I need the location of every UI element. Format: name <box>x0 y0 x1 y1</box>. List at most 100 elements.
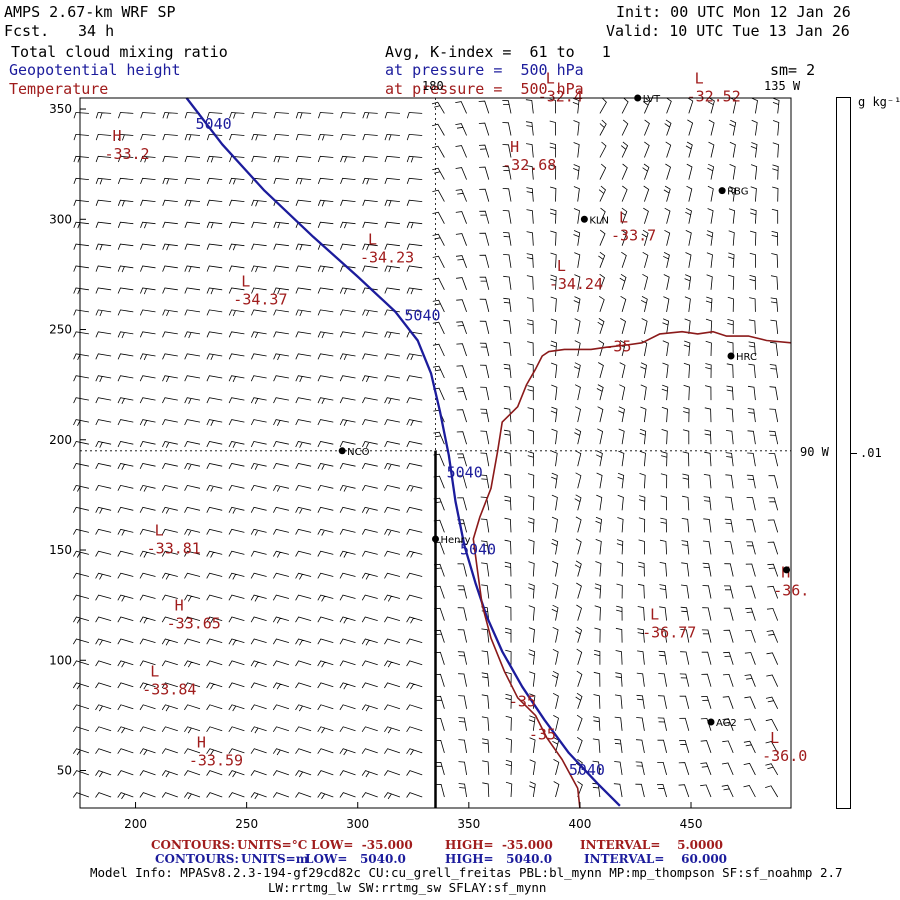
marker-letter: L <box>650 605 659 623</box>
marker-letter: L <box>241 272 250 290</box>
low-marker: L-34.37 <box>233 272 287 308</box>
station-label: RBG <box>727 187 748 198</box>
temp-contour-units: UNITS=°C <box>237 838 308 852</box>
model-title: AMPS 2.67-km WRF SP <box>4 3 176 21</box>
station-ag2: AG2 <box>707 718 737 729</box>
x-tick-label: 300 <box>346 817 369 831</box>
marker-letter: L <box>695 70 704 88</box>
temperature-contour-label: -35 <box>529 726 556 744</box>
marker-letter: H <box>197 733 206 751</box>
pressure-level-temperature: at pressure = 500 hPa <box>385 80 584 98</box>
station-label: KLN <box>589 215 609 226</box>
colorbar-tick-mark <box>850 453 857 454</box>
station-lvt: LVT <box>634 94 661 105</box>
init-time: Init: 00 UTC Mon 12 Jan 26 <box>616 3 851 21</box>
lon-label-90w: 90 W <box>800 445 829 459</box>
pressure-level-height: at pressure = 500 hPa <box>385 61 584 79</box>
station-dot <box>432 535 439 543</box>
colorbar-unit: g kg⁻¹ <box>858 95 900 109</box>
y-tick-label: 150 <box>49 543 72 557</box>
low-marker: L-36.0 <box>762 729 807 765</box>
marker-value: -32.52 <box>687 88 741 106</box>
low-marker: L-32.52 <box>687 70 741 106</box>
smoothing-value: sm= 2 <box>770 61 816 79</box>
marker-letter: L <box>557 257 566 275</box>
low-marker: L-33.7 <box>611 209 656 245</box>
y-tick-label: 100 <box>49 653 72 667</box>
plot-frame <box>79 97 792 809</box>
marker-value: -33.2 <box>104 145 149 163</box>
y-tick-label: 50 <box>57 764 72 778</box>
low-marker: L-36.77 <box>642 605 696 641</box>
station-nco: NCO <box>338 447 370 458</box>
height-contour-units: UNITS=m <box>241 852 309 866</box>
temp-contour-high: HIGH= -35.000 <box>445 838 553 852</box>
station-henry: Henry <box>432 535 471 546</box>
marker-value: -34.37 <box>233 290 287 308</box>
avg-k-index: Avg, K-index = 61 to 1 <box>385 43 611 61</box>
station-rbg: RBG <box>718 187 749 198</box>
forecast-hour: 34 h <box>78 22 115 40</box>
temp-contour-low: LOW= -35.000 <box>311 838 413 852</box>
marker-letter: L <box>155 522 164 540</box>
wind-barb-field <box>72 97 780 800</box>
low-marker: L-34.23 <box>360 231 414 267</box>
low-marker: L-33.84 <box>142 663 196 699</box>
field-temperature: Temperature <box>9 80 109 98</box>
station-dot <box>727 352 735 360</box>
y-tick-label: 200 <box>49 433 72 447</box>
temperature-contour-label: -35 <box>509 693 536 711</box>
station-dot <box>707 718 715 726</box>
station-label: LVT <box>643 94 661 105</box>
x-tick-label: 250 <box>235 817 258 831</box>
marker-value: -32.68 <box>502 156 556 174</box>
model-info: Model Info: MPASv8.2.3-194-gf29cd82c CU:… <box>90 865 843 880</box>
marker-value: -33.84 <box>142 681 196 699</box>
station-dot <box>338 447 346 455</box>
high-marker: H-32.68 <box>502 138 556 174</box>
height-contour-interval: INTERVAL= 60.000 <box>584 852 728 866</box>
marker-value: -33.59 <box>189 751 243 769</box>
low-marker: L-32.4 <box>538 70 583 106</box>
marker-value: -33.81 <box>147 540 201 558</box>
marker-value: -34.23 <box>360 249 414 267</box>
y-tick-label: 300 <box>49 212 72 226</box>
station-label: HRC <box>736 352 757 363</box>
geopotential-contour-label: 5040 <box>404 307 440 325</box>
geopotential-contour-label: 5040 <box>447 463 483 481</box>
marker-letter: L <box>150 663 159 681</box>
y-tick-label: 350 <box>49 102 72 116</box>
axes: 200 250 300 350 400 450 50 100 150 200 250 300 350 <box>49 97 792 831</box>
marker-value: -33.65 <box>167 615 221 633</box>
height-contour-low: LOW= 5040.0 <box>305 852 406 866</box>
station-hrc: HRC <box>727 352 757 363</box>
marker-letter: L <box>619 209 628 227</box>
marker-value: -32.4 <box>538 88 583 106</box>
marker-value: -33.7 <box>611 227 656 245</box>
forecast-label: Fcst. <box>4 22 50 40</box>
stations: LVT RBG KLN HRC NCO Henry AG2 <box>338 94 791 729</box>
temp-contour-interval: INTERVAL= 5.0000 <box>580 838 724 852</box>
geopotential-contour-label: 5040 <box>196 115 232 133</box>
geopotential-contour-5040 <box>185 97 621 807</box>
station-label: AG2 <box>716 718 737 729</box>
field-cloud-mixing: Total cloud mixing ratio <box>11 43 228 61</box>
high-marker: H-33.59 <box>189 733 243 769</box>
marker-letter: L <box>546 70 555 88</box>
x-tick-label: 450 <box>680 817 703 831</box>
station-label: NCO <box>347 447 369 458</box>
marker-value: -34.24 <box>549 275 603 293</box>
geopotential-contour-label: 5040 <box>569 761 605 779</box>
x-tick-label: 400 <box>568 817 591 831</box>
grid-lines <box>80 98 791 808</box>
marker-value: -36.0 <box>762 747 807 765</box>
marker-value: -36.77 <box>642 623 696 641</box>
y-tick-label: 250 <box>49 323 72 337</box>
marker-letter: L <box>770 729 779 747</box>
x-tick-label: 350 <box>457 817 480 831</box>
station-dot <box>718 187 726 195</box>
marker-letter: H <box>112 127 121 145</box>
contours: 5040 5040 5040 5040 5040 -35 -35 -35 <box>185 97 792 809</box>
high-low-markers: H-33.2L-34.23L-34.37H-32.68L-32.4L-32.52… <box>104 70 809 770</box>
field-geopotential: Geopotential height <box>9 61 181 79</box>
